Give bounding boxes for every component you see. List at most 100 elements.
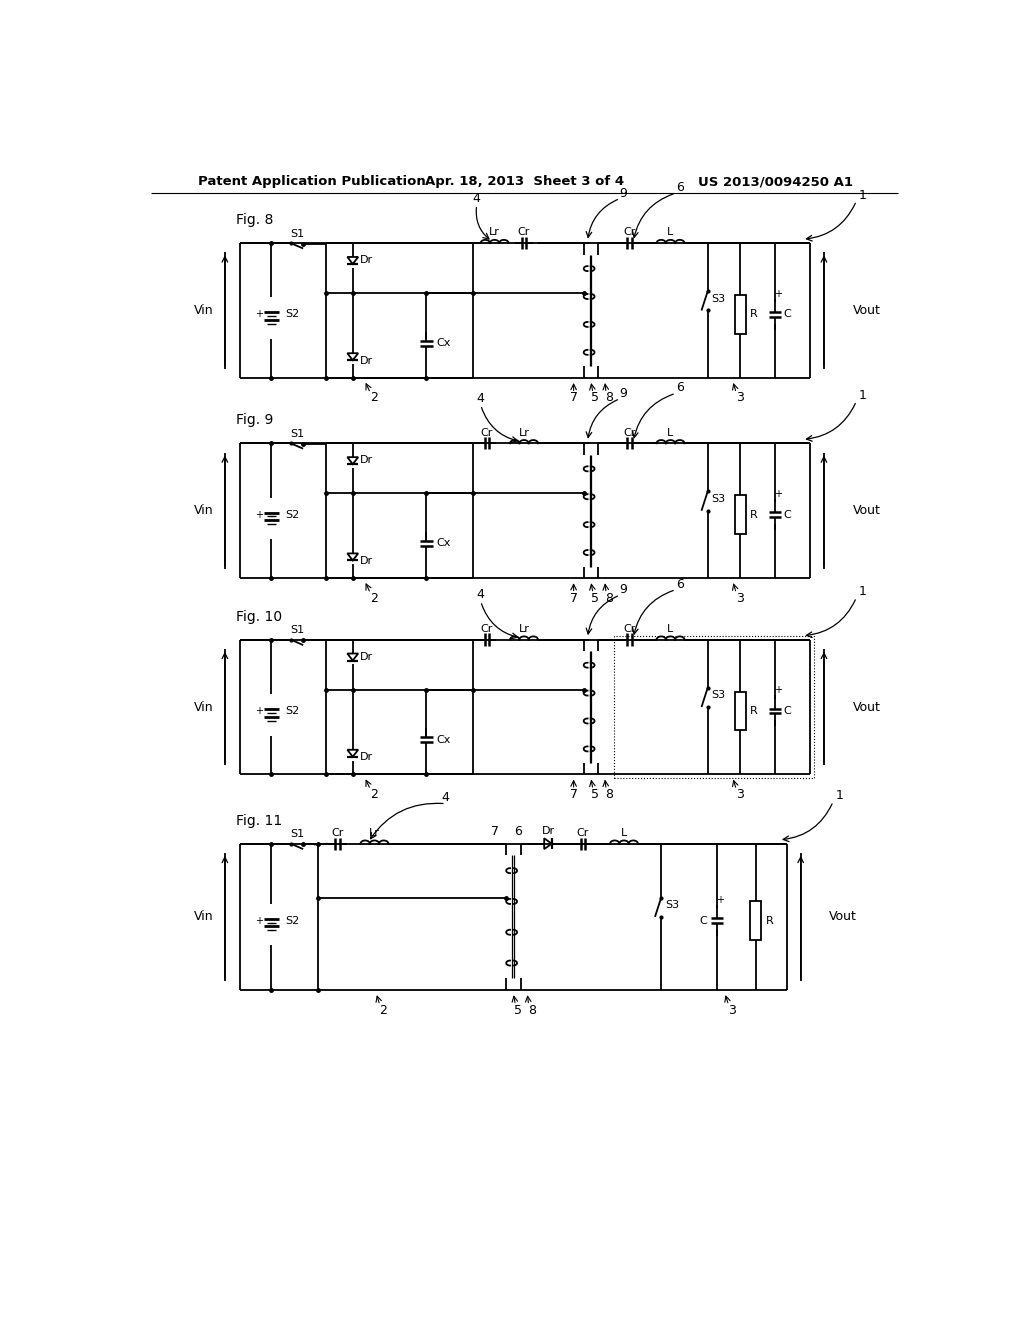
Text: Vin: Vin bbox=[194, 504, 213, 517]
Text: +: + bbox=[255, 706, 263, 715]
Text: Cr: Cr bbox=[331, 828, 343, 838]
Text: C: C bbox=[699, 916, 707, 925]
Text: 9: 9 bbox=[620, 387, 627, 400]
Text: 2: 2 bbox=[379, 1003, 387, 1016]
Text: Lr: Lr bbox=[518, 624, 529, 634]
Text: 5: 5 bbox=[591, 591, 599, 605]
Text: 8: 8 bbox=[605, 591, 613, 605]
Text: 6: 6 bbox=[676, 381, 684, 395]
Text: 5: 5 bbox=[591, 788, 599, 801]
Text: Dr: Dr bbox=[542, 826, 555, 837]
Text: S3: S3 bbox=[712, 294, 726, 304]
Text: +: + bbox=[774, 488, 782, 499]
Text: S1: S1 bbox=[290, 626, 304, 635]
Text: R: R bbox=[751, 510, 758, 520]
Text: S3: S3 bbox=[712, 494, 726, 504]
Text: +: + bbox=[774, 685, 782, 696]
Text: C: C bbox=[783, 510, 792, 520]
Text: 5: 5 bbox=[514, 1003, 522, 1016]
Text: L: L bbox=[668, 227, 674, 238]
Text: Dr: Dr bbox=[360, 752, 374, 763]
Text: Vout: Vout bbox=[853, 304, 881, 317]
Text: S3: S3 bbox=[712, 690, 726, 701]
Text: 3: 3 bbox=[736, 788, 744, 801]
Text: C: C bbox=[783, 309, 792, 319]
Text: Cr: Cr bbox=[480, 624, 493, 634]
Text: Lr: Lr bbox=[518, 428, 529, 437]
Text: 4: 4 bbox=[441, 791, 450, 804]
Text: Dr: Dr bbox=[360, 556, 374, 566]
Text: R: R bbox=[751, 309, 758, 319]
Text: L: L bbox=[668, 428, 674, 437]
Text: 7: 7 bbox=[490, 825, 499, 838]
Bar bbox=[735, 495, 745, 533]
Text: Fig. 8: Fig. 8 bbox=[237, 213, 273, 227]
Text: L: L bbox=[621, 828, 627, 838]
Text: 6: 6 bbox=[676, 181, 684, 194]
Text: 8: 8 bbox=[605, 788, 613, 801]
Text: Cx: Cx bbox=[436, 338, 451, 348]
Bar bbox=[751, 902, 761, 940]
Text: Vout: Vout bbox=[853, 701, 881, 714]
Text: +: + bbox=[255, 510, 263, 520]
Text: 8: 8 bbox=[527, 1003, 536, 1016]
Text: Vin: Vin bbox=[194, 701, 213, 714]
Text: 7: 7 bbox=[569, 391, 578, 404]
Text: Fig. 9: Fig. 9 bbox=[237, 413, 273, 428]
Bar bbox=[614, 636, 814, 779]
Text: Dr: Dr bbox=[360, 255, 374, 265]
Text: 9: 9 bbox=[620, 186, 627, 199]
Text: Lr: Lr bbox=[369, 828, 380, 838]
Text: Cr: Cr bbox=[480, 428, 493, 437]
Text: 4: 4 bbox=[477, 392, 484, 405]
Text: 4: 4 bbox=[473, 191, 480, 205]
Text: +: + bbox=[716, 895, 724, 906]
Text: S2: S2 bbox=[286, 706, 300, 715]
Text: 1: 1 bbox=[859, 389, 866, 403]
Text: Vin: Vin bbox=[194, 911, 213, 924]
Text: Dr: Dr bbox=[360, 652, 374, 661]
Text: Cr: Cr bbox=[518, 227, 530, 238]
Text: Lr: Lr bbox=[489, 227, 500, 238]
Text: Fig. 10: Fig. 10 bbox=[237, 610, 283, 623]
Text: 6: 6 bbox=[676, 578, 684, 591]
Text: 6: 6 bbox=[514, 825, 522, 838]
Text: Cx: Cx bbox=[436, 539, 451, 548]
Text: 4: 4 bbox=[477, 589, 484, 602]
Text: Dr: Dr bbox=[360, 356, 374, 366]
Text: Vout: Vout bbox=[853, 504, 881, 517]
Text: S3: S3 bbox=[665, 900, 679, 911]
Text: 2: 2 bbox=[370, 591, 378, 605]
Text: Cr: Cr bbox=[624, 624, 636, 634]
Text: Cr: Cr bbox=[577, 828, 589, 838]
Text: 9: 9 bbox=[620, 583, 627, 597]
Text: R: R bbox=[751, 706, 758, 715]
Text: S2: S2 bbox=[286, 510, 300, 520]
Text: L: L bbox=[668, 624, 674, 634]
Text: Vin: Vin bbox=[194, 304, 213, 317]
Text: S1: S1 bbox=[290, 829, 304, 840]
Text: S2: S2 bbox=[286, 916, 300, 925]
Text: 3: 3 bbox=[728, 1003, 736, 1016]
Text: S1: S1 bbox=[290, 228, 304, 239]
Text: 1: 1 bbox=[859, 585, 866, 598]
Text: Cx: Cx bbox=[436, 735, 451, 744]
Text: 7: 7 bbox=[569, 788, 578, 801]
Bar bbox=[735, 692, 745, 730]
Text: 8: 8 bbox=[605, 391, 613, 404]
Text: 2: 2 bbox=[370, 788, 378, 801]
Text: R: R bbox=[766, 916, 773, 925]
Text: Vout: Vout bbox=[829, 911, 857, 924]
Text: 1: 1 bbox=[836, 789, 844, 803]
Text: C: C bbox=[783, 706, 792, 715]
Text: 7: 7 bbox=[569, 591, 578, 605]
Text: +: + bbox=[774, 289, 782, 298]
Text: Dr: Dr bbox=[360, 455, 374, 465]
Text: S2: S2 bbox=[286, 309, 300, 319]
Text: 2: 2 bbox=[370, 391, 378, 404]
Text: 1: 1 bbox=[859, 189, 866, 202]
Text: Cr: Cr bbox=[624, 428, 636, 437]
Text: Patent Application Publication: Patent Application Publication bbox=[198, 176, 426, 187]
Text: 3: 3 bbox=[736, 591, 744, 605]
Text: S1: S1 bbox=[290, 429, 304, 440]
